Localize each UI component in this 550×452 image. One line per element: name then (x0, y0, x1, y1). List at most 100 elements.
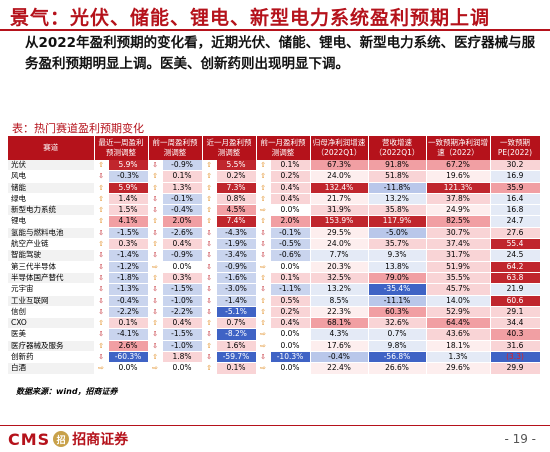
down-arrow-icon: ⇩ (202, 272, 217, 285)
flat-arrow-icon: ⇨ (148, 362, 163, 375)
sector-name-cell: 创新药 (8, 351, 95, 364)
pe-cell: 21.9 (490, 283, 541, 296)
forecast-growth-cell: 121.3% (426, 182, 491, 194)
net-profit-growth-cell: 32.5% (310, 272, 369, 285)
forecast-growth-cell: 31.7% (426, 249, 491, 262)
page-number: - 19 - (504, 432, 536, 446)
logo-company-name: 招商证券 (72, 432, 129, 448)
adjustment-cell: 1.5% (108, 204, 149, 217)
sector-name-cell: 元宇宙 (8, 283, 95, 296)
down-arrow-icon: ⇩ (94, 328, 109, 341)
revenue-growth-cell: 60.3% (368, 306, 427, 319)
net-profit-growth-cell: 7.7% (310, 249, 369, 262)
net-profit-growth-cell: 13.2% (310, 283, 369, 296)
net-profit-growth-cell: 17.6% (310, 340, 369, 353)
pe-cell: 29.1 (490, 306, 541, 319)
adjustment-cell: 0.0% (270, 204, 311, 217)
adjustment-cell: 0.1% (270, 272, 311, 285)
table-row: 储能 ⇧ 5.9% ⇧ 1.3% ⇧ 7.3% ⇧ 0.4% 132.4% -11.8% 121.3%… (8, 182, 541, 194)
adjustment-cell: -1.4% (216, 295, 257, 307)
sector-name-cell: CXO (8, 317, 95, 330)
table-row: 工业互联网 ⇩ -0.4% ⇩ -1.0% ⇩ -1.4% ⇧ 0.5% 8.5% -11.1% 14… (8, 295, 541, 307)
adjustment-cell: 0.2% (216, 170, 257, 183)
adjustment-cell: -59.7% (216, 351, 257, 364)
revenue-growth-cell: 117.9% (368, 215, 427, 228)
up-arrow-icon: ⇧ (94, 215, 109, 228)
revenue-growth-cell: 91.8% (368, 160, 427, 172)
net-profit-growth-cell: 24.0% (310, 238, 369, 251)
adjustment-cell: 2.0% (270, 215, 311, 228)
adjustment-cell: 2.0% (162, 215, 203, 228)
up-arrow-icon: ⇧ (148, 215, 163, 228)
sector-name-cell: 风电 (8, 170, 95, 183)
adjustment-cell: -0.9% (162, 249, 203, 262)
sector-name-cell: 锂电 (8, 215, 95, 228)
adjustment-cell: -3.0% (216, 283, 257, 296)
sector-name-cell: 新型电力系统 (8, 204, 95, 217)
pe-cell: 40.3 (490, 328, 541, 341)
adjustment-cell: 5.9% (108, 182, 149, 194)
down-arrow-icon: ⇩ (148, 328, 163, 341)
net-profit-growth-cell: 68.1% (310, 317, 369, 330)
table-row: 氢能与燃料电池 ⇩ -1.5% ⇩ -2.6% ⇩ -4.3% ⇩ -0.1% 29.5% -5.0… (8, 227, 541, 240)
pe-cell: 31.6 (490, 340, 541, 353)
col-header-revenue: 营收增速（2022Q1） (368, 136, 427, 160)
revenue-growth-cell: 35.8% (368, 204, 427, 217)
adjustment-cell: 0.2% (270, 170, 311, 183)
up-arrow-icon: ⇧ (94, 182, 109, 194)
sector-name-cell: 氢能与燃料电池 (8, 227, 95, 240)
table-row: 白酒 ⇨ 0.0% ⇨ 0.0% ⇧ 0.1% ⇨ 0.0% 22.4% 26.6% 29.6% 29.… (8, 362, 541, 375)
table-row: 医疗器械及服务 ⇧ 2.6% ⇩ -1.0% ⇧ 1.6% ⇨ 0.0% 17.6% 9.8% 18.… (8, 340, 541, 353)
forecast-growth-cell: 52.9% (426, 306, 491, 319)
adjustment-cell: 1.4% (108, 193, 149, 206)
pe-cell: 24.7 (490, 215, 541, 228)
table-row: 元宇宙 ⇩ -1.3% ⇩ -1.5% ⇩ -3.0% ⇩ -1.1% 13.2% -35.4% 45… (8, 283, 541, 296)
adjustment-cell: 0.4% (270, 193, 311, 206)
down-arrow-icon: ⇩ (94, 272, 109, 285)
up-arrow-icon: ⇧ (148, 351, 163, 364)
footer-divider (0, 425, 550, 426)
sector-name-cell: 第三代半导体 (8, 261, 95, 273)
adjustment-cell: -1.9% (216, 238, 257, 251)
down-arrow-icon: ⇩ (256, 283, 271, 296)
adjustment-cell: -0.1% (162, 193, 203, 206)
adjustment-cell: 0.1% (108, 317, 149, 330)
summary-text: 从2022年盈利预期的变化看，近期光伏、储能、锂电、新型电力系统、医疗器械与服务… (25, 35, 536, 72)
revenue-growth-cell: 51.8% (368, 170, 427, 183)
net-profit-growth-cell: 132.4% (310, 182, 369, 194)
revenue-growth-cell: 32.6% (368, 317, 427, 330)
adjustment-cell: -0.4% (108, 295, 149, 307)
adjustment-cell: 0.0% (270, 340, 311, 353)
col-header-pe: 一致预期PE(2022) (490, 136, 541, 160)
pe-cell: 34.4 (490, 317, 541, 330)
down-arrow-icon: ⇩ (94, 227, 109, 240)
up-arrow-icon: ⇧ (148, 182, 163, 194)
adjustment-cell: -8.2% (216, 328, 257, 341)
forecast-growth-cell: 30.7% (426, 227, 491, 240)
cms-logo: CMS 招 招商证券 (8, 429, 128, 449)
up-arrow-icon: ⇧ (256, 160, 271, 172)
forecast-growth-cell: 1.3% (426, 351, 491, 364)
up-arrow-icon: ⇧ (256, 170, 271, 183)
adjustment-cell: 0.0% (270, 362, 311, 375)
adjustment-cell: 0.1% (216, 362, 257, 375)
flat-arrow-icon: ⇨ (256, 362, 271, 375)
sector-name-cell: 智能驾驶 (8, 249, 95, 262)
forecast-growth-cell: 45.7% (426, 283, 491, 296)
table-row: 绿电 ⇧ 1.4% ⇩ -0.1% ⇧ 0.8% ⇧ 0.4% 21.7% 13.2% 37.8% 16… (8, 193, 541, 206)
table-body: 光伏 ⇧ 5.9% ⇩ -0.9% ⇧ 5.5% ⇧ 0.1% 67.3% 91.8% 67.2% 30… (8, 160, 541, 375)
net-profit-growth-cell: 153.9% (310, 215, 369, 228)
forecast-growth-cell: 29.6% (426, 362, 491, 375)
adjustment-cell: 0.5% (270, 295, 311, 307)
table-row: 锂电 ⇧ 4.1% ⇧ 2.0% ⇧ 7.4% ⇧ 2.0% 153.9% 117.9% 82.5% 2… (8, 215, 541, 228)
adjustment-cell: -1.0% (162, 295, 203, 307)
up-arrow-icon: ⇧ (202, 204, 217, 217)
adjustment-cell: 1.8% (162, 351, 203, 364)
forecast-growth-cell: 24.9% (426, 204, 491, 217)
sector-name-cell: 储能 (8, 182, 95, 194)
net-profit-growth-cell: 31.9% (310, 204, 369, 217)
adjustment-cell: -1.5% (108, 227, 149, 240)
adjustment-cell: 0.3% (162, 272, 203, 285)
net-profit-growth-cell: 22.4% (310, 362, 369, 375)
col-header-week1: 最近一周盈利预测调整 (94, 136, 149, 160)
